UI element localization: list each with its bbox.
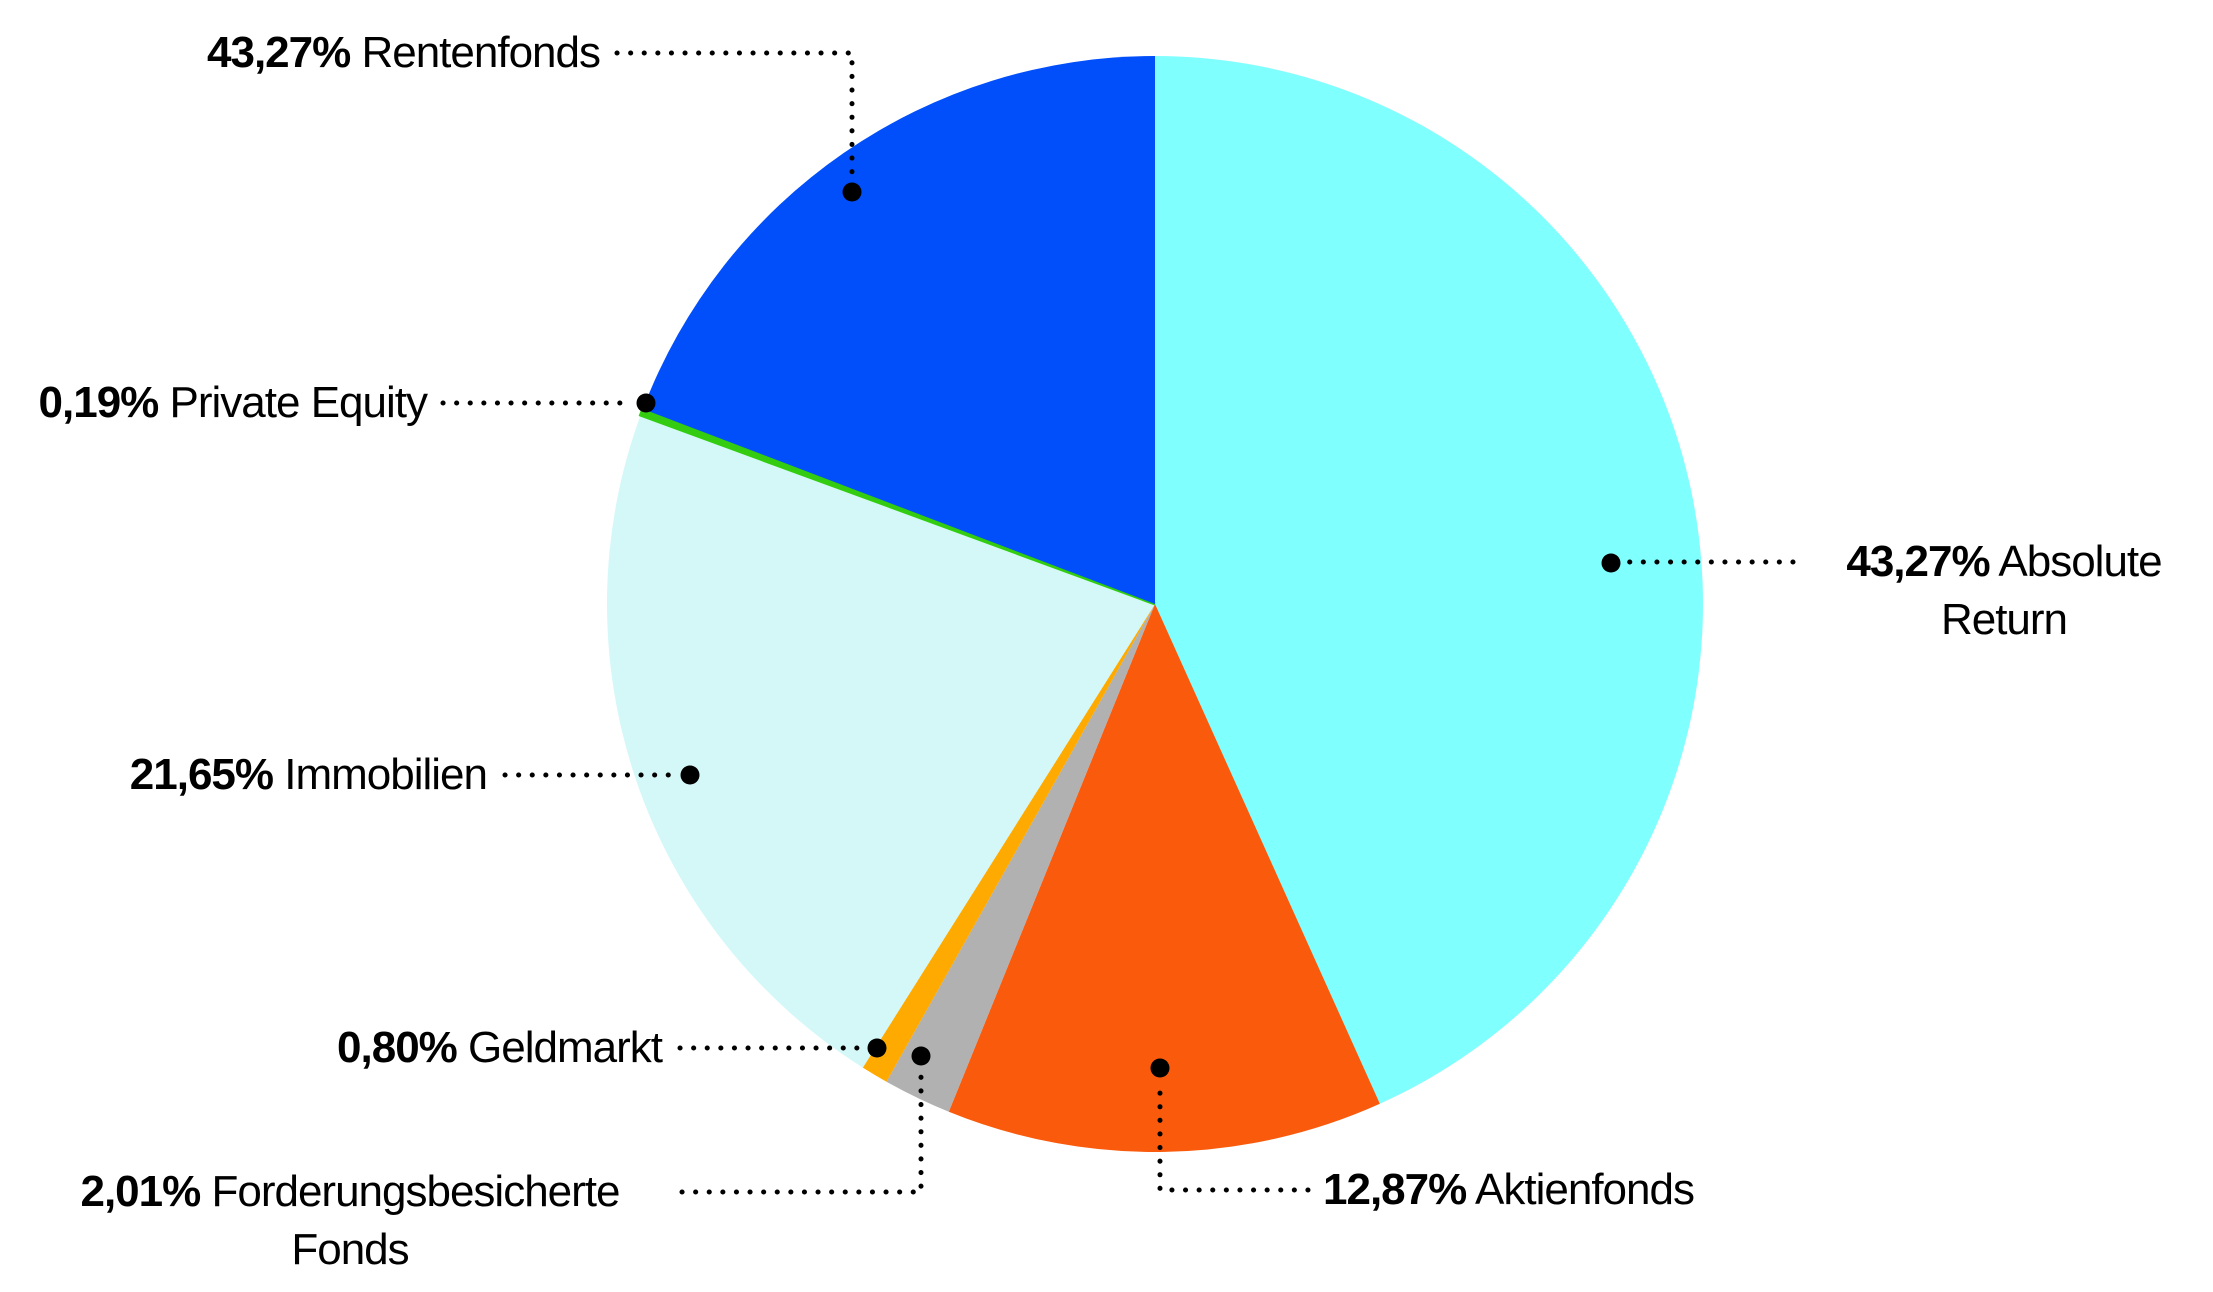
label-rentenfonds: 43,27% Rentenfonds xyxy=(40,24,601,82)
label-rentenfonds-name: Rentenfonds xyxy=(361,28,601,77)
leader-dot-aktienfonds xyxy=(1150,1058,1170,1078)
label-private-equity-pct: 0,19% xyxy=(38,378,160,427)
leader-dot-forderungsbesicherte-fonds xyxy=(911,1046,931,1066)
leader-dot-immobilien xyxy=(680,765,700,785)
pie-slice-forderungsbesicherte-fonds xyxy=(886,604,1155,1112)
pie-slice-aktienfonds xyxy=(948,604,1380,1153)
leader-aktienfonds xyxy=(1157,1079,1311,1193)
leader-rentenfonds xyxy=(614,50,855,179)
label-absolute-return-pct: 43,27% xyxy=(1846,537,1990,586)
leader-dot-geldmarkt xyxy=(867,1038,887,1058)
leader-dot-absolute-return xyxy=(1601,553,1621,573)
leader-dot-rentenfonds xyxy=(842,182,862,202)
label-forderungsbesicherte-fonds-name: Forderungsbesicherte Fonds xyxy=(211,1167,620,1274)
pie-slice-absolute-return xyxy=(1155,56,1703,1104)
label-geldmarkt: 0,80% Geldmarkt xyxy=(200,1019,663,1077)
label-private-equity-name: Private Equity xyxy=(169,378,428,427)
label-geldmarkt-pct: 0,80% xyxy=(337,1023,458,1072)
label-forderungsbesicherte-fonds-pct: 2,01% xyxy=(80,1167,201,1216)
pie-slice-rentenfonds xyxy=(642,56,1155,604)
label-immobilien-pct: 21,65% xyxy=(129,750,274,799)
leader-dot-private-equity xyxy=(636,393,656,413)
pie-slice-geldmarkt xyxy=(862,604,1155,1082)
label-immobilien-name: Immobilien xyxy=(284,750,488,799)
label-absolute-return-name: Absolute Return xyxy=(1940,537,2163,644)
label-forderungsbesicherte-fonds: 2,01% Forderungsbesicherte Fonds xyxy=(30,1163,670,1279)
label-immobilien: 21,65% Immobilien xyxy=(30,746,488,804)
label-geldmarkt-name: Geldmarkt xyxy=(468,1023,663,1072)
label-rentenfonds-pct: 43,27% xyxy=(207,28,351,77)
pie-slice-immobilien xyxy=(606,415,1155,1068)
label-aktienfonds-pct: 12,87% xyxy=(1323,1165,1467,1214)
label-absolute-return: 43,27% Absolute Return xyxy=(1795,533,2213,649)
label-aktienfonds-name: Aktienfonds xyxy=(1475,1165,1695,1214)
label-aktienfonds: 12,87% Aktienfonds xyxy=(1323,1161,1923,1219)
label-private-equity: 0,19% Private Equity xyxy=(30,374,428,432)
leader-forderungsbesicherte-fonds xyxy=(679,1071,924,1195)
